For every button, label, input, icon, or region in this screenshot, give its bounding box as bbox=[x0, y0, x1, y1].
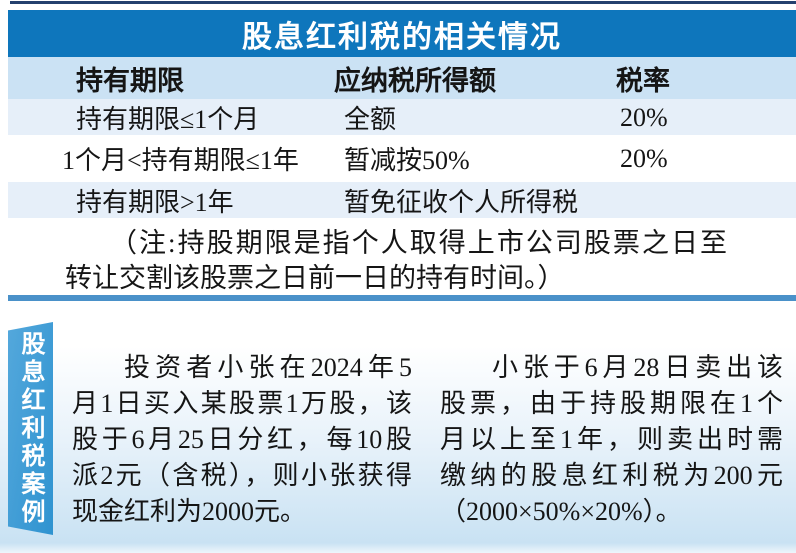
paragraph-line: 派2元（含税），则小张获得 bbox=[72, 461, 412, 490]
cell-holding-period: 1个月<持有期限≤1年 bbox=[62, 146, 299, 175]
case-section-ribbon: 股息红利税案例 bbox=[8, 322, 53, 535]
table-row: 持有期限>1年 暂免征收个人所得税 bbox=[8, 182, 796, 218]
table-header-row: 持有期限 应纳税所得额 税率 bbox=[8, 57, 796, 99]
cell-taxable-amount: 暂减按50% bbox=[344, 146, 470, 175]
column-header-holding-period: 持有期限 bbox=[76, 65, 184, 96]
cell-holding-period: 持有期限≤1个月 bbox=[76, 105, 260, 134]
section-divider-line bbox=[8, 295, 796, 301]
paragraph-line: 股于6月25日分红，每10股 bbox=[72, 425, 412, 454]
table-row: 1个月<持有期限≤1年 暂减按50% 20% bbox=[8, 135, 796, 182]
cell-holding-period: 持有期限>1年 bbox=[76, 188, 234, 217]
paragraph-line: （2000×50%×20%）。 bbox=[440, 497, 682, 526]
paragraph-line: 现金红利为2000元。 bbox=[72, 497, 307, 526]
paragraph-line: 月以上至1年，则卖出时需 bbox=[440, 425, 783, 454]
top-rule-line bbox=[10, 1, 796, 4]
ribbon-vertical-label: 股息红利税案例 bbox=[17, 330, 44, 527]
cell-taxable-amount: 暂免征收个人所得税 bbox=[344, 188, 579, 217]
cell-tax-rate: 20% bbox=[620, 102, 668, 132]
paragraph-line: 股票，由于持股期限在1个 bbox=[440, 389, 783, 418]
table-footnote: （注:持股期限是指个人取得上市公司股票之日至 转让交割该股票之日前一日的持有时间… bbox=[65, 226, 727, 296]
column-header-taxable-amount: 应纳税所得额 bbox=[334, 65, 496, 96]
case-paragraph-right: 小张于6月28日卖出该 股票，由于持股期限在1个 月以上至1年，则卖出时需 缴纳… bbox=[440, 350, 783, 530]
footnote-line: （注:持股期限是指个人取得上市公司股票之日至 bbox=[110, 228, 727, 258]
table-row: 持有期限≤1个月 全额 20% bbox=[8, 99, 796, 135]
column-header-tax-rate: 税率 bbox=[616, 65, 670, 96]
paragraph-line: 月1日买入某股票1万股，该 bbox=[72, 389, 412, 418]
paragraph-line: 投资者小张在2024年5 bbox=[124, 353, 412, 382]
table-title: 股息红利税的相关情况 bbox=[8, 10, 796, 57]
cell-taxable-amount: 全额 bbox=[344, 105, 397, 134]
paragraph-line: 小张于6月28日卖出该 bbox=[492, 353, 783, 382]
footnote-line: 转让交割该股票之日前一日的持有时间。） bbox=[65, 263, 565, 293]
case-example-section: 股息红利税案例 投资者小张在2024年5 月1日买入某股票1万股，该 股于6月2… bbox=[0, 301, 796, 553]
cell-tax-rate: 20% bbox=[620, 143, 668, 173]
case-paragraph-left: 投资者小张在2024年5 月1日买入某股票1万股，该 股于6月25日分红，每10… bbox=[72, 350, 412, 530]
paragraph-line: 缴纳的股息红利税为200元 bbox=[440, 461, 783, 490]
